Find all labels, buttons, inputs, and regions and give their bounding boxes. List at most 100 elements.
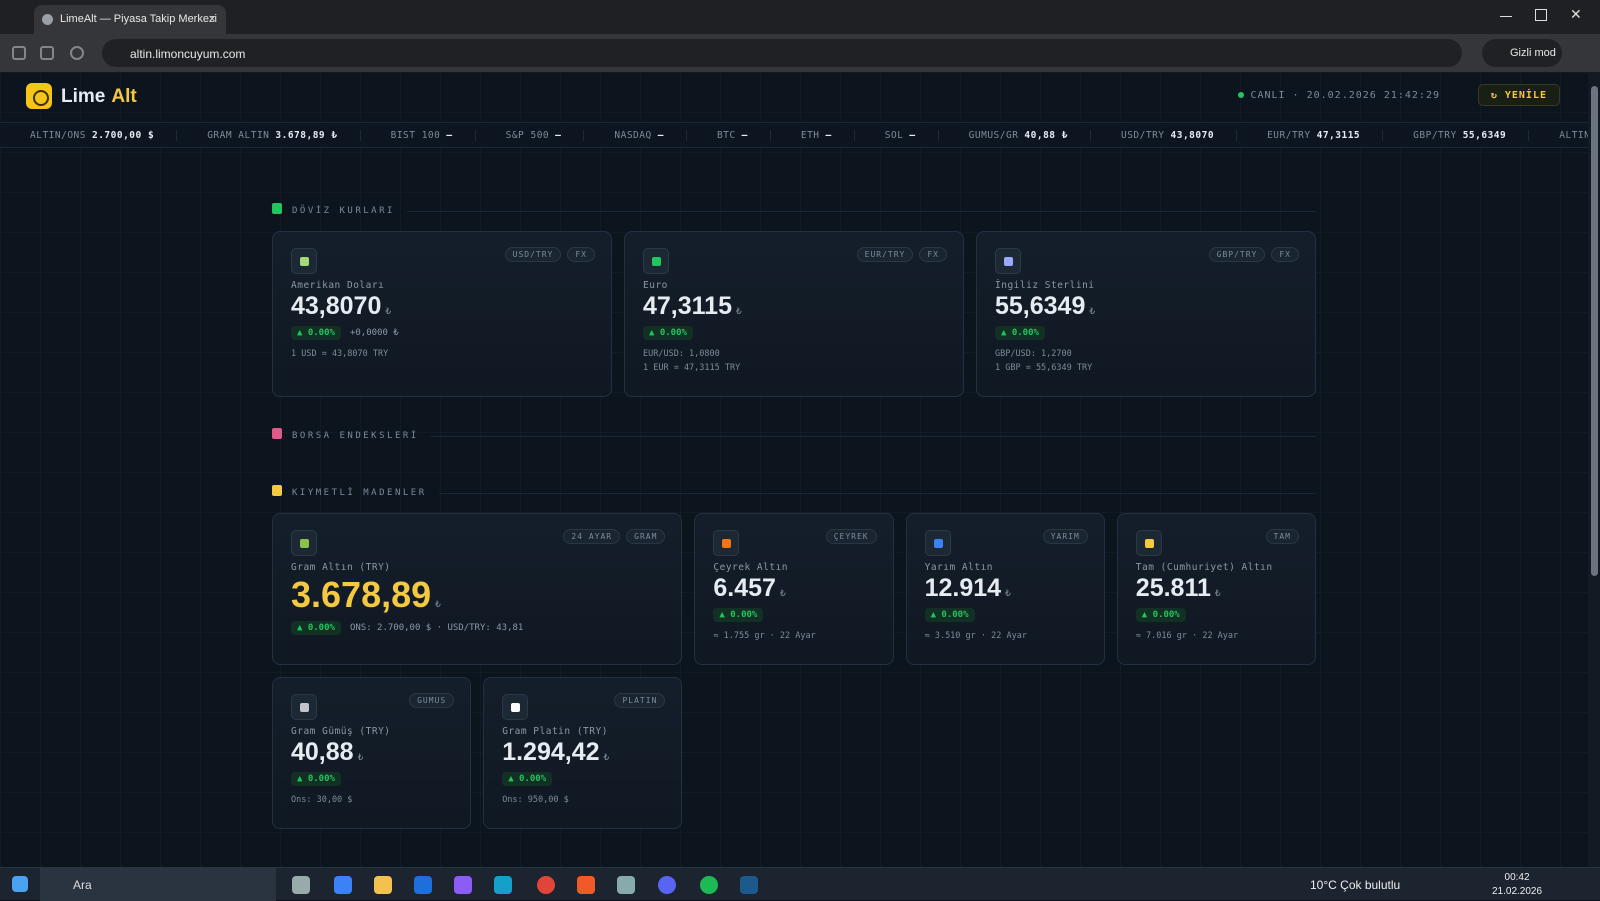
tags: 24 AYAR GRAM <box>563 529 666 544</box>
card-icon <box>291 694 317 720</box>
note: GBP/USD: 1,2700 <box>995 349 1072 359</box>
time: 00:42 <box>1504 872 1530 883</box>
card: EUR/TRY FX Euro 47,3115 ₺ ▲ 0.00% EUR/USD: 1,0… <box>624 231 964 397</box>
ticker-value: 43,8070 <box>1170 130 1215 141</box>
change-row: ▲ 0.00% +0,0000 ₺ <box>291 326 593 340</box>
scrollbar[interactable] <box>1588 72 1600 867</box>
unit: ₺ <box>435 599 441 609</box>
ticker-item: USD/TRY 43,8070 <box>1091 130 1238 141</box>
card-icon <box>1135 530 1162 556</box>
tab-bar: LimeAlt — Piyasa Takip Merkezi × ✕ <box>0 0 1600 34</box>
weather[interactable]: 10°C Çok bulutlu <box>1310 878 1401 892</box>
card: YARIM Yarım Altın 12.914 ₺ ▲ 0.00% ≈ 3.510 gr… <box>905 513 1105 665</box>
tag: GBP/TRY <box>1208 247 1266 262</box>
card: ÇEYREK Çeyrek Altın 6.457 ₺ ▲ 0.00% ≈ 1.755 g… <box>694 513 894 665</box>
tags: TAM <box>1265 529 1299 544</box>
change: ▲ 0.00% <box>643 326 693 340</box>
tags: EUR/TRY FX <box>856 247 947 262</box>
address-bar: altin.limoncuyum.com Gizli mod <box>0 34 1600 72</box>
tag: YARIM <box>1042 529 1088 544</box>
incognito[interactable]: Gizli mod <box>1482 39 1562 67</box>
card-icon <box>924 530 951 556</box>
tag: GRAM <box>626 529 666 544</box>
tab[interactable]: LimeAlt — Piyasa Takip Merkezi × <box>34 5 226 34</box>
ticker-label: USD/TRY <box>1120 130 1165 141</box>
ticker-value: 55,6349 <box>1462 130 1507 141</box>
url[interactable]: altin.limoncuyum.com <box>102 39 1462 67</box>
tags: YARIM <box>1042 529 1088 544</box>
card-value: 25.811 ₺ <box>1136 574 1297 603</box>
tag: EUR/TRY <box>856 247 914 262</box>
logo <box>26 83 52 109</box>
section-icon <box>272 203 282 214</box>
card-label: Amerikan Doları <box>291 280 385 291</box>
note: ≈ 3.510 gr · 22 Ayar <box>924 631 1027 641</box>
unit: ₺ <box>1005 588 1011 598</box>
ticker-item: ETH — <box>771 130 855 141</box>
card-label: Gram Platin (TRY) <box>502 726 608 737</box>
value: 47,3115 <box>643 292 732 320</box>
card-icon <box>502 694 529 720</box>
card-value: 1.294,42 ₺ <box>502 738 663 767</box>
card-value: 55,6349 ₺ <box>995 292 1297 321</box>
ticker: ALTIN/ONS 2.700,00 $ GRAM ALTIN 3.678,89 ₺ B… <box>0 122 1588 148</box>
value: 12.914 <box>924 574 1002 602</box>
unit: ₺ <box>1089 306 1096 316</box>
section-title-text: DÖVİZ KURLARI <box>292 206 395 216</box>
ticker-label: ETH <box>800 130 820 141</box>
value: 25.811 <box>1135 574 1211 602</box>
tag: 24 AYAR <box>563 529 621 544</box>
change-row: ▲ 0.00% <box>1135 608 1297 622</box>
card-label: İngiliz Sterlini <box>995 280 1095 291</box>
value: 6.457 <box>713 574 776 602</box>
ticker-label: GUMUS/GR <box>968 130 1019 141</box>
change: ▲ 0.00% <box>291 621 341 635</box>
brand-a: Lime <box>61 86 106 107</box>
tag: USD/TRY <box>504 247 562 262</box>
ticker-item: GUMUS/GR 40,88 ₺ <box>939 130 1091 141</box>
note: 1 USD = 43,8070 TRY <box>291 349 389 359</box>
clock[interactable]: 00:42 21.02.2026 <box>1492 871 1542 899</box>
refresh-button[interactable]: ↻ YENİLE <box>1477 84 1560 106</box>
ticker-value: 3.678,89 ₺ <box>275 130 338 141</box>
ticker-label: GRAM ALTIN <box>207 130 270 141</box>
card-value: 12.914 ₺ <box>925 574 1086 603</box>
tags: GBP/TRY FX <box>1208 247 1299 262</box>
note: ≈ 1.755 gr · 22 Ayar <box>713 631 816 641</box>
change: ▲ 0.00% <box>502 772 553 786</box>
note: EUR/USD: 1,0800 <box>643 349 720 359</box>
card-value: 3.678,89 ₺ <box>291 574 663 616</box>
card-icon <box>291 248 317 274</box>
tab-title: LimeAlt — Piyasa Takip Merkezi <box>60 13 217 25</box>
section-icon <box>272 485 282 496</box>
note: 1 EUR = 47,3115 TRY <box>643 363 741 373</box>
value: 55,6349 <box>995 292 1086 320</box>
inline-note: ONS: 2.700,00 $ · USD/TRY: 43,81 <box>349 623 524 633</box>
brand-b: Alt <box>111 86 137 107</box>
sections: DÖVİZ KURLARI USD/TRY FX Amerikan Doları 43,… <box>272 200 1316 857</box>
change-row: ▲ 0.00% ONS: 2.700,00 $ · USD/TRY: 43,81 <box>291 621 663 635</box>
brand: Lime Alt <box>61 86 137 108</box>
card-label: Çeyrek Altın <box>713 562 789 573</box>
ticker-label: BTC <box>716 130 736 141</box>
tag: FX <box>1271 247 1299 262</box>
ticker-label: ALTIN/ONS <box>30 130 86 141</box>
change: ▲ 0.00% <box>924 608 975 622</box>
card-icon <box>995 248 1021 274</box>
card-value: 43,8070 ₺ <box>291 292 593 321</box>
ticker-label: S&P 500 <box>505 130 550 141</box>
card-icon <box>713 530 740 556</box>
page-content: Lime Alt CANLI · 20.02.2026 21:42:29 ↻ YE… <box>0 72 1588 867</box>
search[interactable]: Ara <box>40 868 276 901</box>
card-label: Gram Altın (TRY) <box>291 562 391 573</box>
change-row: ▲ 0.00% <box>995 326 1297 340</box>
card-label: Yarım Altın <box>924 562 994 573</box>
tag: FX <box>919 247 947 262</box>
ticker-value: — <box>446 130 453 141</box>
card: TAM Tam (Cumhuriyet) Altın 25.811 ₺ ▲ 0.00% ≈… <box>1116 513 1316 665</box>
ticker-value: 2.700,00 $ <box>91 130 155 141</box>
ticker-label: GBP/TRY <box>1413 130 1457 141</box>
